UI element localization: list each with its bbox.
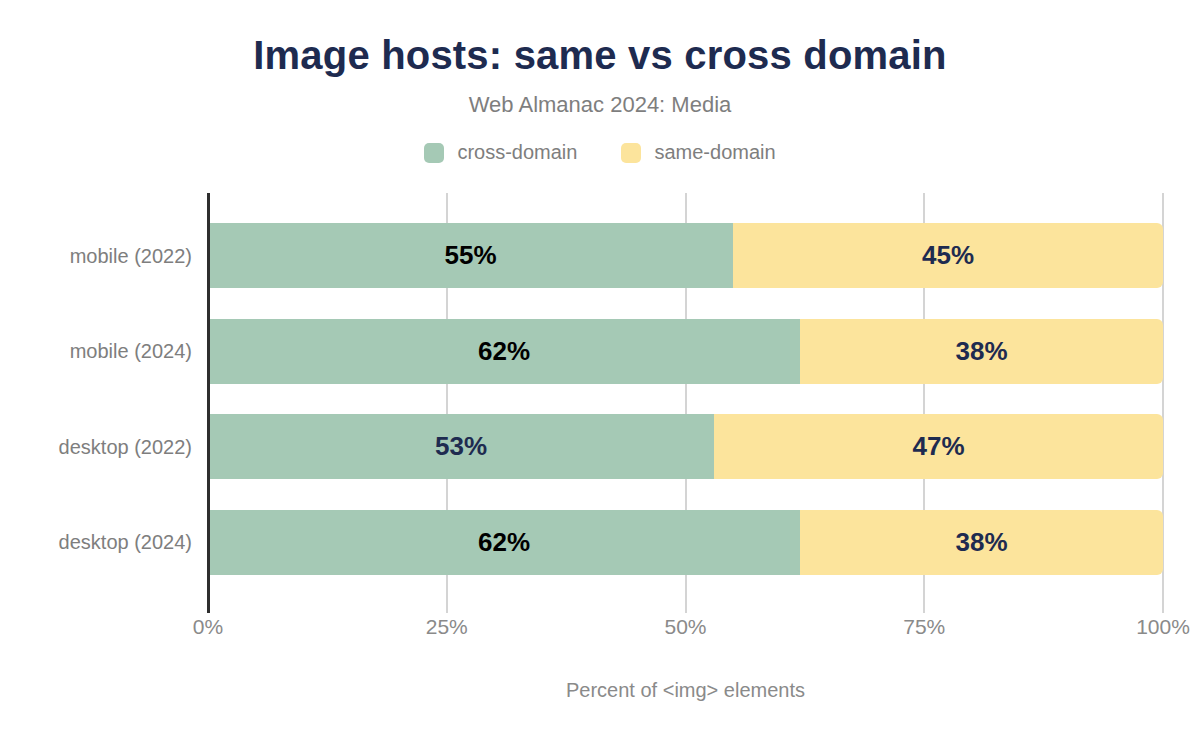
legend-item-cross-domain[interactable]: cross-domain	[424, 141, 577, 164]
bar-segment-cross-domain[interactable]: 62%	[208, 510, 800, 575]
legend-swatch-icon	[424, 143, 444, 163]
bar-segment-same-domain[interactable]: 38%	[800, 319, 1163, 384]
data-label: 55%	[445, 240, 497, 271]
bar-row: desktop (2024)62%38%	[208, 510, 1163, 575]
bar-segment-same-domain[interactable]: 47%	[714, 414, 1163, 479]
bar-segment-cross-domain[interactable]: 55%	[208, 223, 733, 288]
category-label: mobile (2024)	[70, 340, 192, 363]
bar-segment-cross-domain[interactable]: 62%	[208, 319, 800, 384]
legend-label: cross-domain	[457, 141, 577, 164]
data-label: 62%	[478, 527, 530, 558]
bar-row: desktop (2022)53%47%	[208, 414, 1163, 479]
y-axis-line	[207, 193, 210, 613]
x-tick-label: 100%	[1136, 615, 1190, 639]
legend-swatch-icon	[621, 143, 641, 163]
legend-item-same-domain[interactable]: same-domain	[621, 141, 775, 164]
x-axis-title: Percent of <img> elements	[208, 679, 1163, 702]
bar-row: mobile (2022)55%45%	[208, 223, 1163, 288]
x-axis: 0%25%50%75%100%	[208, 615, 1163, 643]
x-tick-label: 50%	[664, 615, 706, 639]
data-label: 38%	[956, 336, 1008, 367]
category-label: desktop (2024)	[59, 531, 192, 554]
legend: cross-domain same-domain	[0, 141, 1200, 164]
data-label: 62%	[478, 336, 530, 367]
chart-subtitle: Web Almanac 2024: Media	[0, 92, 1200, 118]
legend-label: same-domain	[654, 141, 775, 164]
chart-title: Image hosts: same vs cross domain	[0, 33, 1200, 78]
data-label: 38%	[956, 527, 1008, 558]
bar-segment-same-domain[interactable]: 45%	[733, 223, 1163, 288]
bar-row: mobile (2024)62%38%	[208, 319, 1163, 384]
bar-rows: mobile (2022)55%45%mobile (2024)62%38%de…	[208, 193, 1163, 605]
chart-container: Image hosts: same vs cross domain Web Al…	[0, 0, 1200, 742]
x-tick-label: 0%	[193, 615, 223, 639]
x-tick-label: 75%	[903, 615, 945, 639]
category-label: desktop (2022)	[59, 435, 192, 458]
bar-segment-cross-domain[interactable]: 53%	[208, 414, 714, 479]
category-label: mobile (2022)	[70, 244, 192, 267]
data-label: 47%	[913, 431, 965, 462]
data-label: 53%	[435, 431, 487, 462]
data-label: 45%	[922, 240, 974, 271]
plot-area: mobile (2022)55%45%mobile (2024)62%38%de…	[208, 193, 1163, 605]
bar-segment-same-domain[interactable]: 38%	[800, 510, 1163, 575]
x-tick-label: 25%	[426, 615, 468, 639]
